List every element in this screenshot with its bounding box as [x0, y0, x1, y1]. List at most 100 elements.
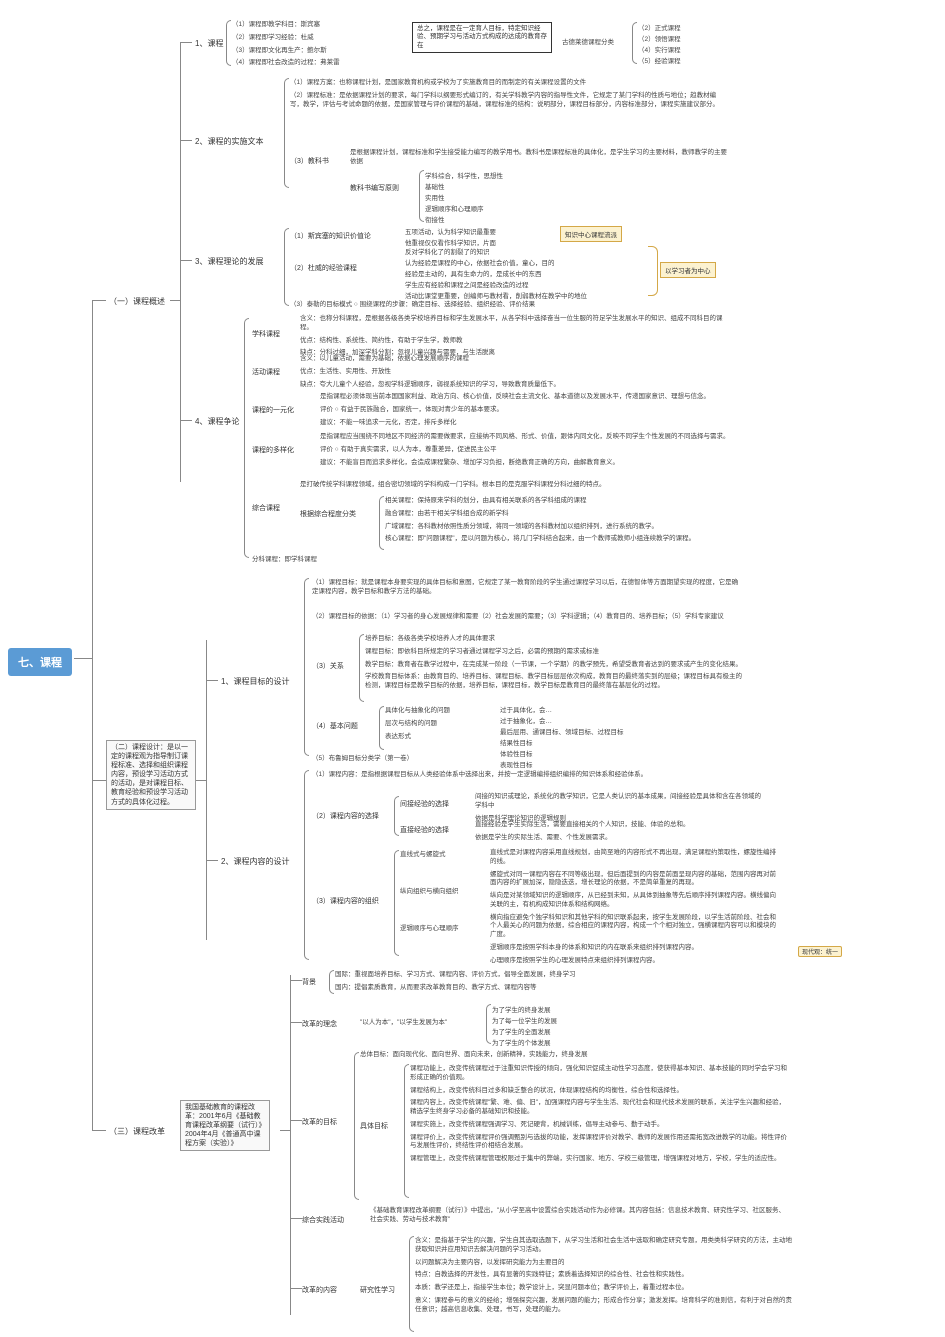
bracket	[244, 318, 249, 558]
leaf: 体验性目标	[500, 748, 624, 758]
leaf: （2）领悟课程	[638, 33, 681, 43]
leaf: （5）布鲁姆目标分类学（第一卷）	[312, 754, 413, 765]
branch-1-4: 4、课程争论	[192, 415, 242, 428]
leaf: 以问题解决为主要内容，以发挥研究能力为主要目的	[415, 1258, 795, 1269]
leaf: （4）课程即社会改造的过程：弗莱雷	[232, 58, 402, 69]
leaf: 纵向组织与横向组织	[400, 887, 500, 898]
leaf: 活动比课堂更重要，创编师与教材看，削弱教材在教学中的地位	[405, 290, 587, 300]
leaf: 认为经验是课程的中心，依据社会价值，童心，目的	[405, 257, 587, 267]
leaf: 评价 ○ 有助于真实需求，以人为本，尊重差异，促进民主公平	[320, 445, 740, 456]
leaf: 纵向是对某领域知识的逻辑顺序，从已经到未知，从具体到抽象等先后顺序排列课程内容。…	[490, 891, 780, 911]
mid-node: （2）课程内容的选择	[312, 810, 379, 822]
connector	[92, 300, 106, 301]
leaf: 逻辑顺序是按照学科本身的体系和知识的内在联系来组织排列课程内容。	[490, 943, 780, 954]
leaf: （1）课程即教学科目：斯宾塞	[232, 20, 402, 31]
leaf: 过于具体化，会…	[500, 704, 624, 714]
leaf: 意义：课程参与的意义的经给；增强探究兴趣，发展问题的能力；形成合作分享；激发发挥…	[415, 1296, 795, 1316]
leaf: 教学目标：教育者在教学过程中，在完成某一阶段（一节课，一个学期）的教学预先，希望…	[365, 660, 745, 671]
leaf: 为了学生的全面发展	[492, 1026, 557, 1036]
leaf: 培养目标：各级各类学校培养人才的具体要求	[365, 634, 745, 645]
mid-node: 改革的内容	[302, 1284, 337, 1296]
leaf: 国际：重视面培养目标、学习方式、课程内容、评价方式，倡导全面发展，终身学习	[335, 970, 755, 981]
branch-2-2: 2、课程内容的设计	[218, 855, 292, 868]
bracket	[226, 20, 231, 66]
branch-1-1: 1、课程	[192, 37, 226, 50]
connector	[206, 680, 218, 681]
leaf: 课程实施上，改变传统课程强调学习、死记硬背，机械训练，倡导主动参与、勤于动手。	[410, 1120, 790, 1131]
mid-node: 综合实践活动	[302, 1214, 344, 1226]
leaf: （4）实行课程	[638, 44, 681, 54]
bracket	[394, 850, 399, 956]
connector	[180, 42, 181, 482]
bracket	[632, 22, 637, 64]
leaf: 国内：提倡素质教育，从而要求改革教育目的、教学方式、课程内容等	[335, 983, 755, 994]
mid-node: 学科课程	[252, 328, 280, 340]
bracket	[379, 706, 384, 750]
leaf: 含义：以儿童活动，需要为基础，依据心理发展顺序的课程	[300, 354, 740, 365]
connector	[206, 640, 207, 940]
leaf: （2）课程即学习经验：杜威	[232, 33, 402, 44]
leaf: 总体目标：面向现代化、面向世界、面向未来，创新精神，实践能力，终身发展	[360, 1050, 588, 1061]
connector	[180, 140, 192, 141]
leaf: 依据是学生的实际生活、需要、个性发展需求。	[475, 833, 775, 844]
leaf: 五项活动，认为科学知识最重要	[405, 226, 496, 236]
leaf: （2）课程目标的依据：（1）学习者的身心发展规律和需要（2）社会发展的需要；（3…	[312, 612, 724, 623]
leaf: 衔接性	[425, 214, 503, 224]
leaf: 特点：自教选择的开发性，具有显著的实践特征；素质着选择知识的综合性、社会性和实践…	[415, 1270, 795, 1281]
leaf: 课程目标：即依科目所规定的学习者通过课程学习之后，必需的预期的需求或标准	[365, 647, 745, 658]
connector	[290, 1218, 302, 1219]
leaf: 直线式与螺旋式	[400, 850, 500, 861]
leaf: 评价 ○ 有益于民族融合，国家统一，体现对青少年的基本要求。	[320, 405, 740, 416]
leaf: （5）经验课程	[638, 55, 681, 65]
leaf: 含义：是指基于学生的兴趣，学生自其选取选题下，从学习生活和社会生活中选取和确定研…	[415, 1236, 795, 1256]
leaf: 是根据课程计划，课程标准和学生接受能力编写的教学用书。教科书是课程标准的具体化，…	[350, 148, 730, 168]
bracket	[419, 170, 424, 222]
mid-node: 间接经验的选择	[400, 798, 449, 810]
leaf: 分科课程：即学科课程	[252, 555, 317, 566]
leaf: "以人为本"，"以学生发展为本"	[360, 1018, 447, 1029]
mid-node: 教科书编写原则	[350, 182, 399, 194]
connector	[180, 420, 192, 421]
leaf: 建议：不能一味追求一元化，否定，排斥多样化	[320, 418, 740, 429]
leaf: （1）课程方案：也称课程计划，是国家教育机构或学校为了实施教育目的而制定的有关课…	[290, 78, 720, 89]
leaf: 相关课程：保持原来学科的划分，由具有相关联系的各学科组成的课程	[385, 496, 745, 507]
leaf: 经验是主动的，具有生命力的，是成长中的东西	[405, 268, 587, 278]
leaf: （3）课程即文化再生产：鲍尔斯	[232, 46, 402, 57]
mid-node: （3）课程内容的组织	[312, 895, 379, 907]
mid-node: 课程的多样化	[252, 444, 294, 456]
connector	[280, 1130, 290, 1131]
connector	[92, 300, 93, 1130]
leaf: 结果性目标	[500, 737, 624, 747]
leaf: （2）正式课程	[638, 22, 681, 32]
mid-node: （2）杜威的经验课程	[290, 262, 357, 274]
bracket	[359, 634, 364, 702]
bracket	[304, 578, 309, 756]
highlight-callout: 知识中心课程流派	[560, 226, 622, 242]
leaf: 最后层用、通课目标、领域目标、过程目标	[500, 726, 624, 736]
leaf: 融合课程：由若干相关学科组合成的新学科	[385, 509, 745, 520]
bracket	[486, 1004, 491, 1044]
bracket	[379, 496, 384, 550]
branch-1-2: 2、课程的实施文本	[192, 135, 266, 148]
leaf: 缺点：夸大儿童个人经验，忽视学科逻辑顺序，弱视系统知识的学习，导致教育质量低下。	[300, 380, 730, 391]
leaf: 课程结构上，改变传统科目过多和缺乏整合的状况，体现课程结构的均衡性，综合性和选择…	[410, 1086, 790, 1097]
gude-label: 古德莱德课程分类	[562, 38, 614, 49]
mid-node: （3）教科书	[290, 155, 329, 167]
connector	[290, 980, 302, 981]
leaf: 课程功能上，改变传统课程过于注重知识传授的倾向，强化知识促成主动性学习态度，使获…	[410, 1064, 790, 1084]
connector	[206, 860, 218, 861]
leaf: 螺旋式对同一课程内容在不同等级出现，但后面提到的内容是前面呈现内容的基础，范围内…	[490, 870, 780, 890]
sec3-main-box: 我国基础教育的课程改革：2001年6月《基础教育课程改革纲要（试行）》2004年…	[180, 1100, 270, 1151]
leaf: 优点：结构性、系统性、简约性，有助于学生学，教师教	[300, 336, 740, 347]
leaf: （1）课程内容：是指根据课程目标从人类经验体系中选择出来，并按一定逻辑编排组织编…	[312, 770, 647, 781]
branch-1-3: 3、课程理论的发展	[192, 255, 266, 268]
leaf: 横向指应避免个独学科知识和其他学科的知识联系起来，按学生发展阶段，以学生活前阶段…	[490, 913, 780, 941]
section-1-label: （一）课程概述	[106, 295, 168, 308]
bracket	[304, 770, 309, 960]
leaf: 建议：不能盲目而追求多样化，会造成课程繁杂、增加学习负担，断绝教育正确的方向，曲…	[320, 458, 740, 469]
connector	[74, 658, 92, 659]
highlight-callout: 以学习者为中心	[660, 262, 716, 278]
leaf: 实用性	[425, 192, 503, 202]
leaf: 广域课程：各科教材依照性质分领域，将同一领域的各科教材加以组织排列，进行系统的教…	[385, 522, 745, 533]
pill-highlight: 现代观：统一	[798, 946, 842, 957]
